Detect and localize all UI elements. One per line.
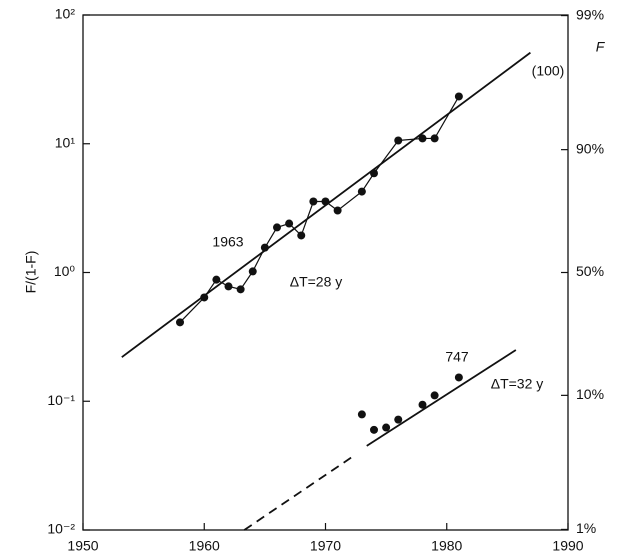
data-point: [418, 134, 427, 143]
data-point: [394, 136, 403, 145]
data-point: [418, 400, 427, 409]
annotation: 1963: [212, 234, 243, 250]
data-point: [309, 197, 318, 206]
y2-tick-label: 10%: [576, 386, 604, 402]
plot-frame: [82, 14, 569, 531]
y-tick-label: 10⁻²: [47, 521, 75, 537]
data-point: [321, 197, 330, 206]
data-point: [212, 275, 221, 284]
data-point: [236, 285, 245, 294]
y-axis-label: F/(1-F): [23, 251, 39, 294]
data-point: [333, 206, 342, 215]
y-tick-label: 10¹: [55, 134, 76, 150]
y-tick-label: 10⁻¹: [47, 392, 75, 408]
y2-tick-label: 50%: [576, 263, 604, 279]
y-tick-label: 10⁰: [54, 263, 76, 279]
x-tick-label: 1950: [67, 538, 98, 554]
x-tick-label: 1980: [431, 538, 462, 554]
x-tick-label: 1990: [552, 538, 583, 554]
fit-line: [366, 349, 517, 447]
data-point: [297, 231, 306, 240]
data-point: [454, 92, 463, 101]
y-tick-label: 10²: [55, 6, 76, 22]
fit-line: [243, 453, 357, 531]
x-tick-label: 1970: [310, 538, 341, 554]
data-point: [454, 373, 463, 382]
y2-tick-label: 1%: [576, 520, 596, 536]
annotation: ΔT=32 y: [491, 376, 544, 392]
data-point: [200, 293, 209, 302]
annotation: ΔT=28 y: [290, 274, 343, 290]
data-point: [273, 223, 281, 232]
data-point: [357, 410, 366, 419]
x-tick-label: 1960: [189, 538, 220, 554]
annotation: 747: [445, 349, 469, 365]
y2-tick-label: 99%: [576, 6, 604, 22]
data-point: [394, 415, 403, 424]
data-point: [370, 425, 378, 434]
data-point: [382, 423, 391, 432]
data-point: [430, 391, 439, 400]
data-point: [224, 282, 233, 291]
data-point: [285, 219, 294, 228]
data-point: [260, 243, 269, 252]
data-point: [176, 318, 184, 327]
y2-axis-label: F: [596, 39, 606, 55]
data-point: [357, 187, 366, 196]
data-point: [370, 169, 378, 178]
data-point: [430, 134, 439, 143]
y2-tick-label: 90%: [576, 140, 604, 156]
data-point: [248, 267, 257, 276]
annotation: (100): [532, 63, 565, 79]
